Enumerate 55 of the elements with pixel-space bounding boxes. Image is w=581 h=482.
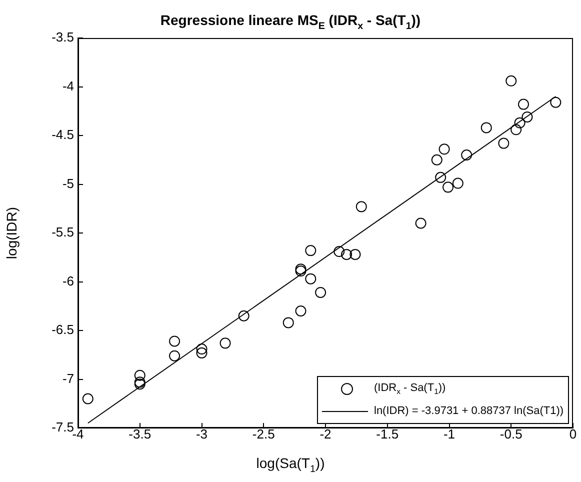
point: [82, 393, 94, 404]
chart-title: Regressione lineare MS$_{E}$ (IDR$_{x}$ - Sa(T$_{1}$)): [160, 12, 421, 32]
point: [282, 317, 294, 328]
y-tick-label: -5.5: [52, 224, 74, 240]
y-tick-label: -6.5: [52, 322, 74, 338]
point: [438, 144, 450, 155]
legend-label: (IDR$_{x}$ - Sa(T$_{1}$)): [374, 382, 446, 396]
point: [480, 122, 492, 134]
point: [506, 75, 517, 86]
point: [220, 338, 231, 349]
x-tick-label: -1.5: [376, 426, 399, 442]
y-tick-label: -3.5: [52, 30, 74, 45]
point: [461, 150, 472, 160]
point: [196, 347, 208, 358]
point: [315, 286, 326, 298]
point: [510, 124, 522, 136]
point: [514, 117, 526, 128]
point: [498, 138, 510, 149]
point: [305, 245, 316, 256]
x-tick-label: -3: [196, 426, 208, 442]
point: [134, 370, 146, 381]
y-tick-label: -7: [62, 370, 74, 386]
y-tick-label: -6: [62, 273, 74, 288]
point: [169, 336, 180, 347]
point: [169, 350, 180, 362]
point: [522, 111, 533, 122]
point: [305, 273, 316, 284]
point: [435, 172, 446, 183]
point: [415, 218, 426, 229]
x-axis-title: log(Sa(T$_{1}$)): [255, 455, 326, 475]
point: [238, 310, 250, 322]
point: [431, 154, 442, 166]
point: [350, 248, 361, 260]
x-tick-label: -0.5: [500, 426, 522, 442]
point: [196, 344, 208, 355]
y-axis-title: log(IDR): [3, 206, 20, 260]
x-tick-label: -1: [443, 426, 456, 442]
x-tick-label: -3.5: [128, 426, 152, 442]
y-tick-label: -4: [62, 78, 74, 94]
point: [442, 182, 454, 193]
point: [356, 201, 367, 212]
x-tick-label: 0: [569, 426, 577, 442]
x-tick-label: -2.5: [252, 426, 275, 442]
point: [550, 96, 562, 108]
point: [518, 98, 529, 110]
point: [452, 178, 464, 189]
point: [295, 306, 306, 316]
y-tick-label: -5: [62, 176, 74, 191]
y-tick-label: -4.5: [52, 127, 74, 142]
legend-label: ln(IDR) = -3.9731 + 0.88737 ln(Sa(T1)): [374, 405, 564, 417]
x-tick-label: -2: [320, 426, 332, 442]
point: [334, 246, 345, 258]
point: [341, 248, 352, 260]
x-tick-label: -4: [72, 426, 84, 442]
y-tick-label: -7.5: [52, 420, 74, 435]
